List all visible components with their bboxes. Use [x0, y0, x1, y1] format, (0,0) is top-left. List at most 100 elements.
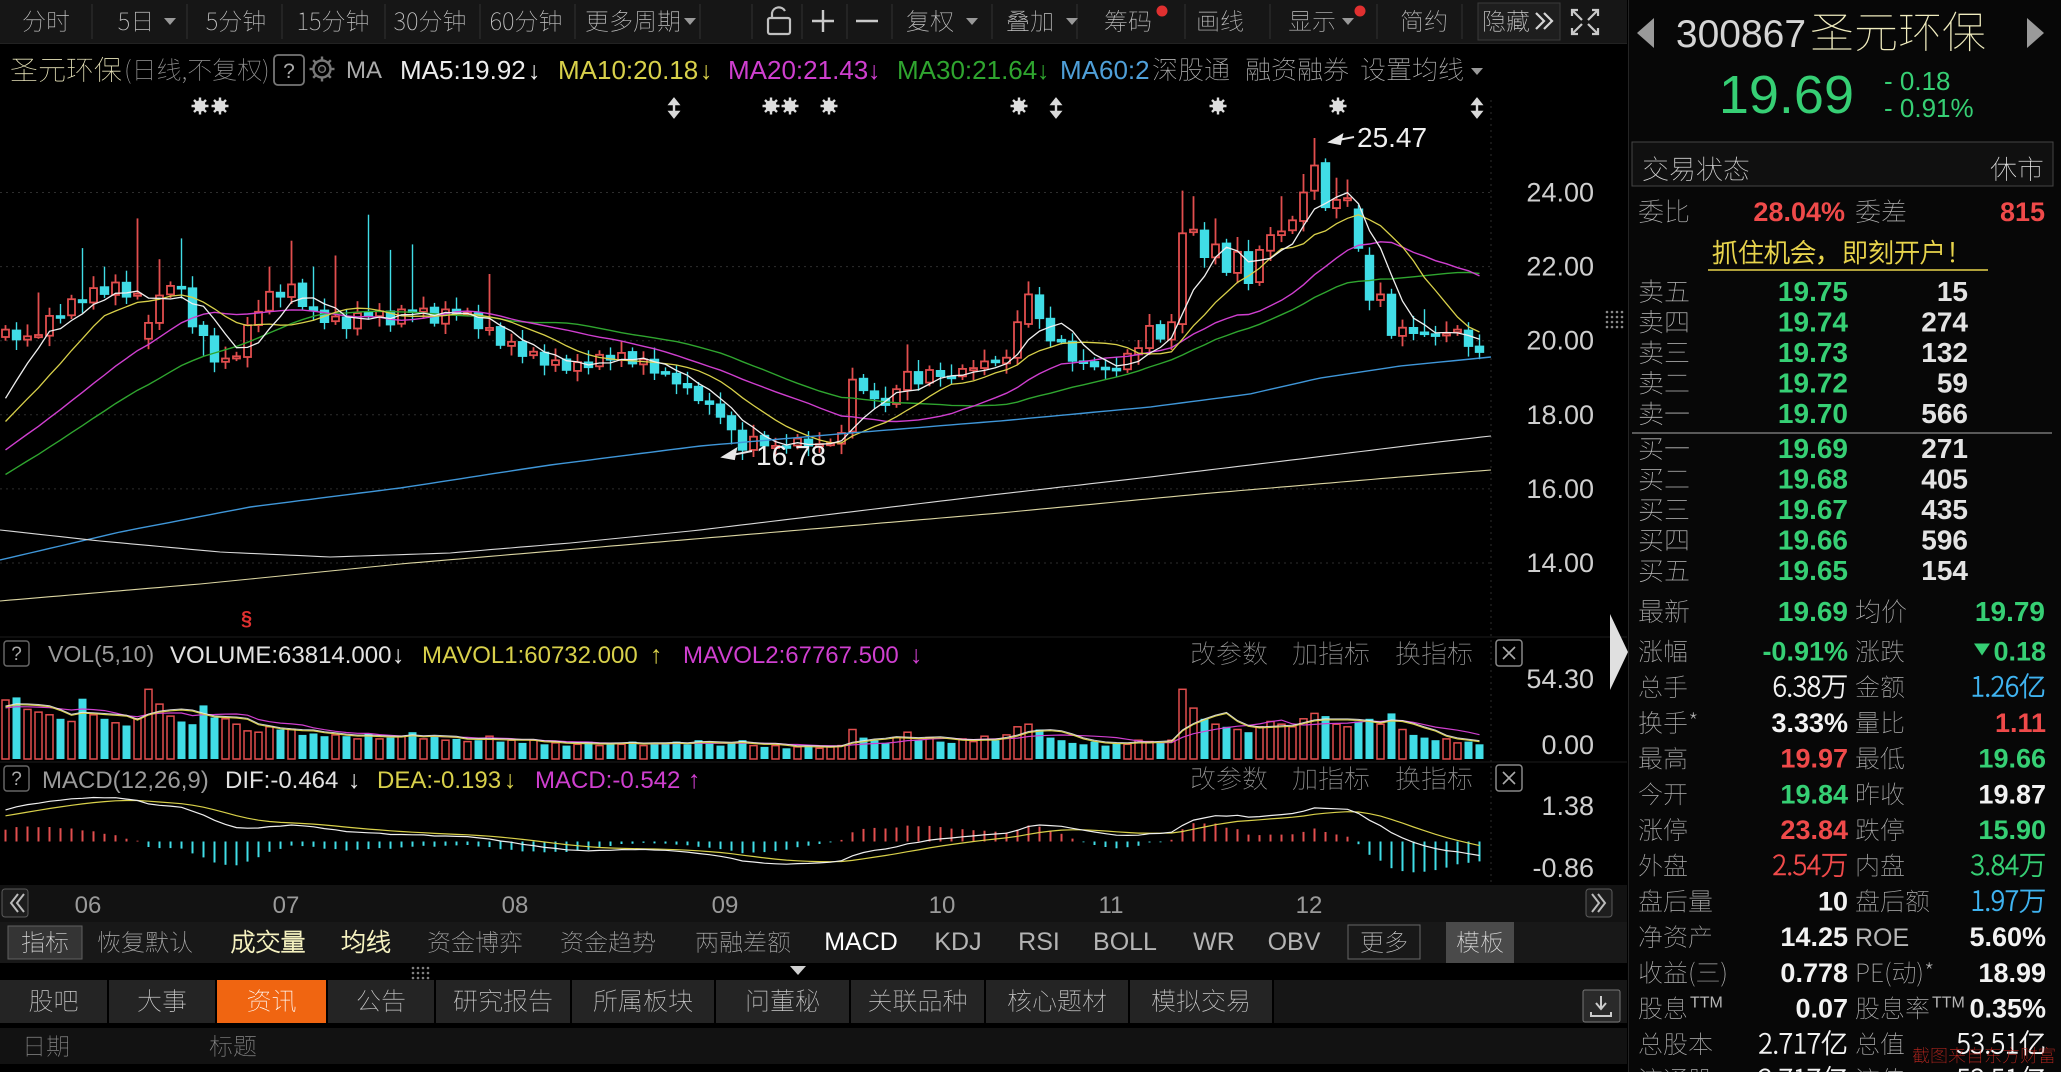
svg-text:154: 154	[1921, 555, 1968, 586]
svg-text:271: 271	[1921, 433, 1968, 464]
svg-text:MACD:-0.542: MACD:-0.542	[535, 767, 680, 794]
svg-text:23.84: 23.84	[1780, 815, 1848, 845]
svg-text:19.75: 19.75	[1778, 276, 1848, 307]
svg-text:19.67: 19.67	[1778, 494, 1848, 525]
svg-text:5.60%: 5.60%	[1969, 922, 2046, 952]
svg-text:19.79: 19.79	[1975, 596, 2045, 627]
svg-text:TTM: TTM	[1932, 995, 1965, 1012]
svg-text:10: 10	[929, 892, 956, 919]
svg-text:OBV: OBV	[1268, 928, 1321, 956]
svg-text:596: 596	[1921, 525, 1968, 556]
svg-text:MA20:21.43: MA20:21.43	[728, 55, 868, 85]
svg-text:MA60:2: MA60:2	[1060, 55, 1150, 85]
svg-text:0.778: 0.778	[1780, 958, 1848, 988]
svg-text:435: 435	[1921, 494, 1968, 525]
svg-text:16.78: 16.78	[756, 440, 826, 471]
svg-text:0.35%: 0.35%	[1969, 994, 2046, 1024]
svg-text:24.00: 24.00	[1526, 178, 1594, 208]
svg-text:19.87: 19.87	[1978, 779, 2046, 809]
svg-text:19.69: 19.69	[1778, 433, 1848, 464]
svg-text:TTM: TTM	[1690, 995, 1723, 1012]
svg-text:BOLL: BOLL	[1093, 928, 1157, 956]
svg-text:↓: ↓	[348, 766, 361, 794]
svg-text:09: 09	[712, 892, 739, 919]
svg-text:MA30:21.64: MA30:21.64	[897, 55, 1037, 85]
svg-text:19.69: 19.69	[1719, 65, 1854, 125]
svg-text:274: 274	[1921, 307, 1968, 338]
svg-text:- 0.18: - 0.18	[1884, 66, 1951, 96]
svg-text:19.66: 19.66	[1778, 525, 1848, 556]
svg-text:MA: MA	[346, 57, 382, 84]
svg-text:15: 15	[1937, 276, 1968, 307]
svg-text:19.74: 19.74	[1778, 307, 1848, 338]
svg-text:3.33%: 3.33%	[1771, 708, 1848, 738]
svg-text:↓: ↓	[1037, 57, 1050, 85]
svg-text:19.84: 19.84	[1780, 779, 1848, 809]
svg-text:18.00: 18.00	[1526, 400, 1594, 430]
svg-text:↑: ↑	[688, 766, 701, 794]
svg-text:MACD(12,26,9): MACD(12,26,9)	[42, 767, 209, 794]
svg-text:MAVOL2:67767.500: MAVOL2:67767.500	[683, 642, 899, 669]
svg-text:28.04%: 28.04%	[1753, 197, 1845, 227]
svg-text:↓: ↓	[504, 766, 517, 794]
svg-text:25.47: 25.47	[1357, 122, 1427, 153]
svg-text:?: ?	[283, 60, 295, 83]
svg-text:20.00: 20.00	[1526, 326, 1594, 356]
svg-text:19.68: 19.68	[1778, 464, 1848, 495]
svg-text:06: 06	[75, 892, 102, 919]
svg-text:54.30: 54.30	[1526, 664, 1594, 694]
svg-text:?: ?	[11, 644, 22, 665]
svg-text:0.00: 0.00	[1541, 730, 1594, 760]
svg-text:300867: 300867	[1676, 13, 1806, 56]
svg-text:MA10:20.18: MA10:20.18	[558, 55, 698, 85]
svg-text:11: 11	[1099, 892, 1124, 919]
svg-text:19.65: 19.65	[1778, 555, 1848, 586]
svg-text:14.25: 14.25	[1780, 922, 1848, 952]
svg-text:↑: ↑	[650, 641, 663, 669]
svg-text:1.11: 1.11	[1995, 708, 2046, 738]
svg-text:07: 07	[273, 892, 300, 919]
svg-text:19.97: 19.97	[1780, 744, 1848, 774]
svg-text:566: 566	[1921, 398, 1968, 429]
svg-text:MA5:19.92: MA5:19.92	[400, 55, 526, 85]
svg-text:132: 132	[1921, 337, 1968, 368]
svg-text:- 0.91%: - 0.91%	[1884, 93, 1974, 123]
svg-text:405: 405	[1921, 464, 1968, 495]
svg-text:VOLUME:63814.000: VOLUME:63814.000	[170, 642, 391, 669]
svg-text:↓: ↓	[910, 641, 923, 669]
svg-text:↓: ↓	[700, 57, 713, 85]
svg-text:19.70: 19.70	[1778, 398, 1848, 429]
svg-text:ROE: ROE	[1855, 924, 1909, 952]
svg-text:15.90: 15.90	[1978, 815, 2046, 845]
svg-text:815: 815	[2000, 197, 2045, 227]
svg-text:MACD: MACD	[824, 928, 898, 956]
svg-text:19.73: 19.73	[1778, 337, 1848, 368]
svg-text:16.00: 16.00	[1526, 474, 1594, 504]
svg-text:↓: ↓	[868, 57, 881, 85]
svg-text:§: §	[241, 608, 252, 630]
svg-text:19.66: 19.66	[1978, 744, 2046, 774]
svg-text:08: 08	[502, 892, 529, 919]
svg-text:19.69: 19.69	[1778, 596, 1848, 627]
svg-text:10: 10	[1818, 886, 1848, 916]
svg-text:18.99: 18.99	[1978, 958, 2046, 988]
svg-text:0.07: 0.07	[1795, 994, 1848, 1024]
svg-text:DEA:-0.193: DEA:-0.193	[377, 767, 501, 794]
svg-text:1.38: 1.38	[1541, 791, 1594, 821]
svg-text:MAVOL1:60732.000: MAVOL1:60732.000	[422, 642, 638, 669]
svg-text:59: 59	[1937, 368, 1968, 399]
svg-text:14.00: 14.00	[1526, 548, 1594, 578]
svg-text:RSI: RSI	[1018, 928, 1060, 956]
svg-text:19.72: 19.72	[1778, 368, 1848, 399]
svg-text:WR: WR	[1193, 928, 1235, 956]
svg-text:↓: ↓	[528, 57, 541, 85]
svg-text:-0.91%: -0.91%	[1762, 637, 1848, 667]
svg-text:12: 12	[1296, 892, 1323, 919]
svg-text:-0.86: -0.86	[1532, 853, 1594, 883]
svg-text:?: ?	[11, 769, 22, 790]
svg-text:0.18: 0.18	[1993, 637, 2046, 667]
svg-text:VOL(5,10): VOL(5,10)	[48, 641, 154, 667]
svg-text:↓: ↓	[392, 641, 405, 669]
svg-text:KDJ: KDJ	[934, 928, 981, 956]
svg-text:22.00: 22.00	[1526, 252, 1594, 282]
